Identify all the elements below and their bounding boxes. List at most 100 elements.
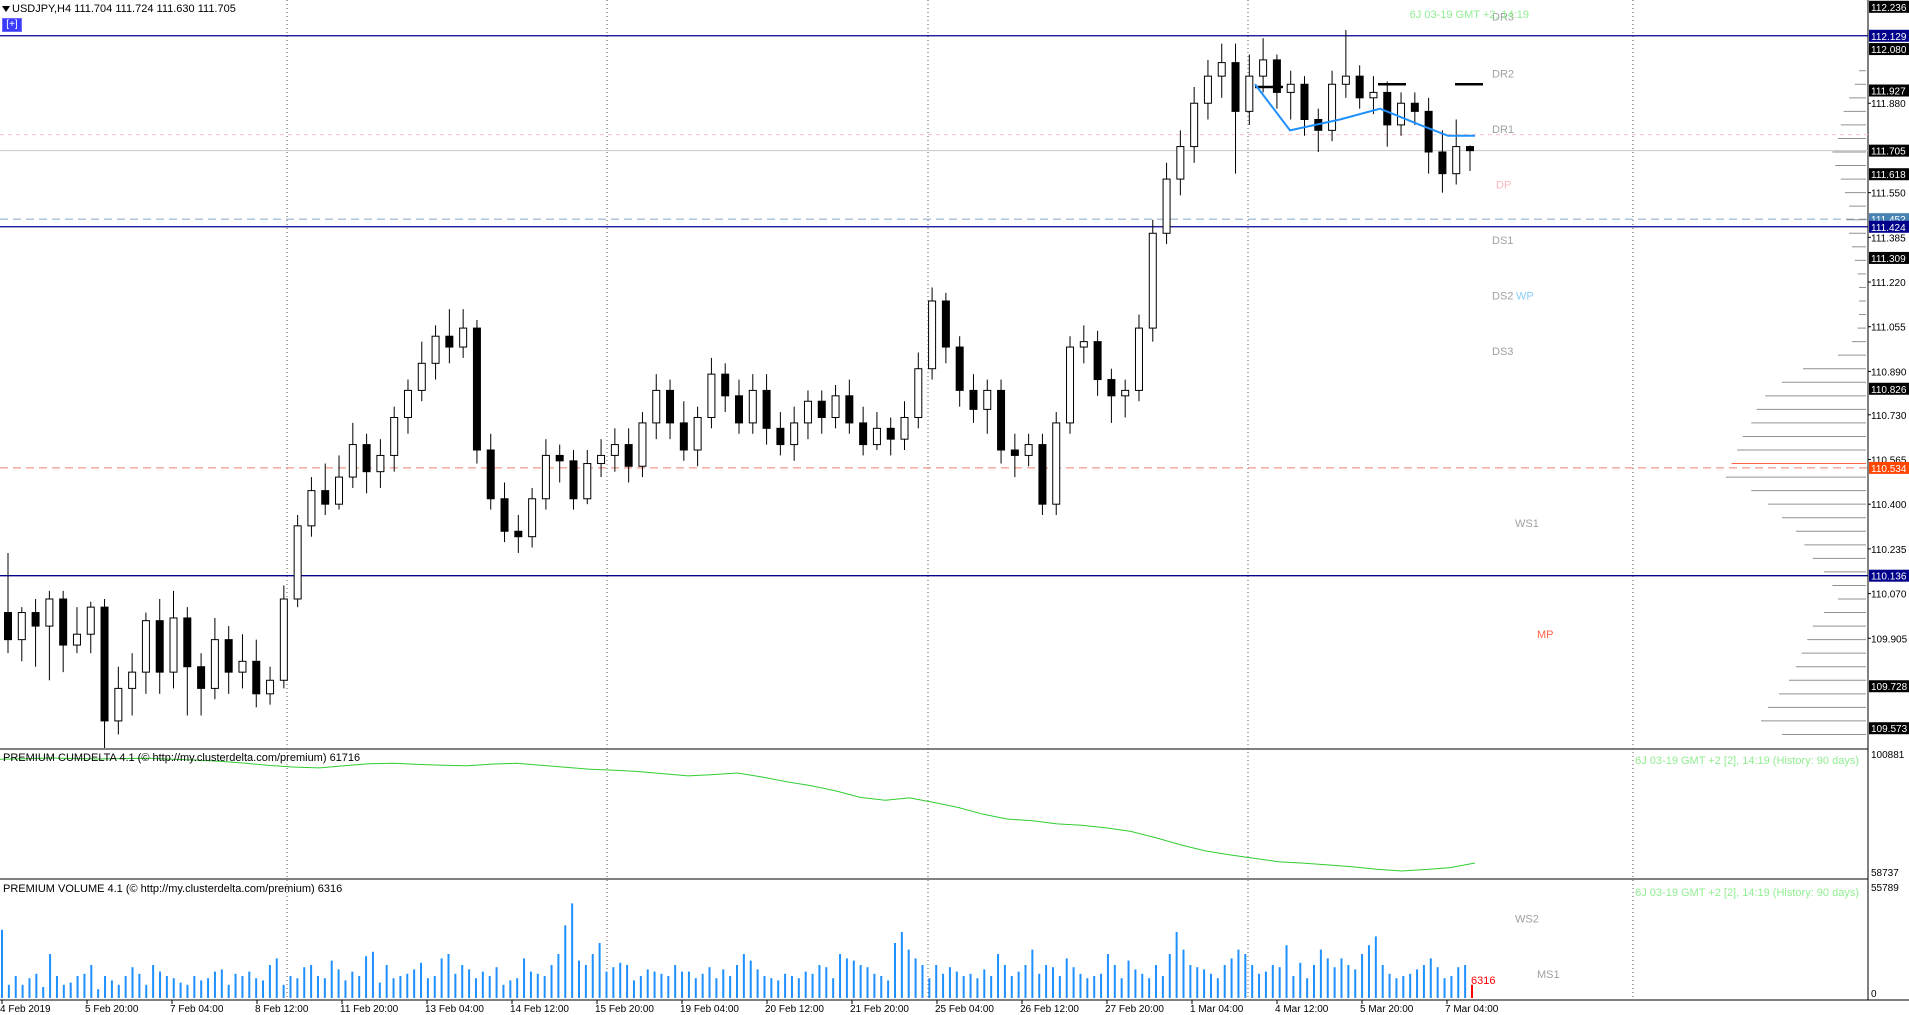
- time-label: 14 Feb 12:00: [510, 1004, 569, 1015]
- pivot-labels: DR3 DR2 DR1 DP DS1 DS2 WP DS3 WS1 MP WS2 MS1: [1492, 12, 1560, 982]
- candle: [1341, 30, 1350, 98]
- candle: [1024, 433, 1033, 467]
- candle-body: [210, 639, 219, 689]
- candle-body: [1148, 232, 1157, 329]
- candle: [279, 585, 288, 689]
- candle: [141, 612, 150, 694]
- candle-body: [59, 598, 68, 646]
- pivot-label: DR3: [1492, 12, 1514, 24]
- candle: [803, 390, 812, 440]
- candle: [748, 374, 757, 434]
- candle-body: [997, 389, 1006, 451]
- candle-body: [1300, 83, 1309, 120]
- candle-body: [886, 427, 895, 440]
- candle-body: [679, 422, 688, 451]
- candle-body: [486, 449, 495, 500]
- candle: [900, 401, 909, 450]
- price-label: 110.730: [1871, 411, 1907, 422]
- candle-body: [31, 612, 40, 627]
- candle: [321, 463, 330, 516]
- candle-body: [721, 373, 730, 397]
- candle-body: [1052, 422, 1061, 505]
- candles: [4, 30, 1483, 748]
- candle-body: [569, 460, 578, 500]
- candle-body: [1190, 102, 1199, 148]
- candle: [1190, 86, 1199, 163]
- candle: [431, 325, 440, 380]
- candle-body: [293, 525, 302, 600]
- candle-body: [528, 498, 537, 538]
- candle: [1259, 38, 1268, 93]
- candle-body: [348, 444, 357, 478]
- candle: [390, 406, 399, 472]
- candle-body: [1259, 59, 1268, 77]
- price-label: 110.235: [1871, 545, 1907, 556]
- price-label: 110.070: [1871, 590, 1907, 601]
- candle: [472, 319, 481, 464]
- candle: [128, 653, 137, 716]
- candle: [266, 666, 275, 705]
- candle: [1121, 379, 1130, 418]
- candle-body: [900, 416, 909, 440]
- candle: [445, 309, 454, 364]
- candle: [1203, 59, 1212, 120]
- collapse-triangle-icon[interactable]: [2, 6, 10, 12]
- candle-body: [817, 400, 826, 418]
- candle-body: [169, 617, 178, 673]
- expand-button[interactable]: [+]: [2, 18, 22, 32]
- candle-body: [197, 666, 206, 689]
- candle: [155, 599, 164, 694]
- candle-body: [155, 620, 164, 673]
- price-tag: [1869, 84, 1909, 97]
- candle: [114, 666, 123, 735]
- candle-body: [238, 660, 247, 673]
- candle-body: [1452, 146, 1461, 175]
- candle: [666, 379, 675, 440]
- candle: [4, 552, 12, 654]
- candle-body: [279, 598, 288, 681]
- candle-body: [390, 416, 399, 456]
- candle: [86, 601, 95, 654]
- price-tag-label: 112.080: [1871, 45, 1907, 56]
- time-label: 1 Mar 04:00: [1190, 1004, 1244, 1015]
- price-tag: [1869, 569, 1909, 582]
- candle: [1466, 145, 1474, 171]
- price-label: 110.400: [1871, 500, 1907, 511]
- candle-body: [86, 606, 95, 635]
- candle-body: [417, 362, 426, 391]
- price-tag-label: 112.129: [1871, 32, 1907, 43]
- candle-body: [735, 395, 743, 424]
- price-tag-label: 110.534: [1871, 464, 1907, 475]
- candle-body: [693, 416, 702, 451]
- top-right-note: 6J 03-19 GMT +2, 14:19: [1409, 9, 1529, 21]
- price-tag-label: 111.618: [1871, 170, 1906, 181]
- candle-body: [928, 300, 937, 370]
- level-lines: [0, 35, 1868, 577]
- candle: [762, 374, 771, 445]
- candle-body: [1134, 327, 1143, 391]
- candle: [1066, 336, 1075, 434]
- price-tag: [1869, 0, 1909, 13]
- candle-body: [1245, 75, 1254, 112]
- candle-body: [1397, 102, 1406, 126]
- candle: [362, 433, 371, 494]
- candle: [1369, 76, 1378, 115]
- candle-body: [1038, 444, 1047, 505]
- volume-axis-top: 55789: [1871, 883, 1899, 894]
- candle: [1107, 368, 1116, 423]
- candle: [1038, 433, 1047, 516]
- candle-body: [1369, 91, 1378, 99]
- candle: [928, 287, 937, 380]
- candle-body: [266, 679, 275, 695]
- candle: [983, 379, 992, 434]
- candle: [1300, 76, 1309, 136]
- pivot-label: DS3: [1492, 346, 1513, 358]
- time-label: 15 Feb 20:00: [595, 1004, 654, 1015]
- price-tag-label: 111.452: [1871, 215, 1906, 226]
- candle: [955, 336, 964, 407]
- cumdelta-panel: [0, 757, 1476, 872]
- candle: [1452, 119, 1461, 185]
- candle-body: [666, 389, 675, 424]
- candle: [541, 439, 550, 510]
